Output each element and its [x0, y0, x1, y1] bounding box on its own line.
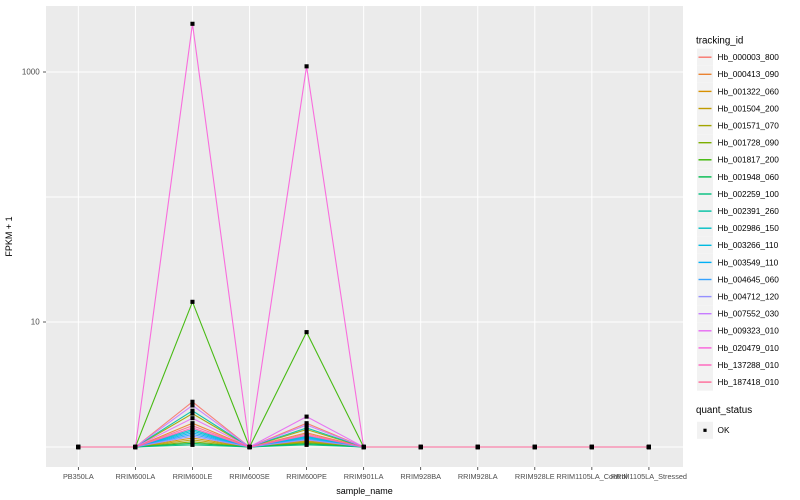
- svg-text:Hb_001817_200: Hb_001817_200: [718, 155, 780, 165]
- svg-text:Hb_187418_010: Hb_187418_010: [718, 377, 780, 387]
- svg-text:Hb_004645_060: Hb_004645_060: [718, 274, 780, 284]
- svg-text:RRIM600LA: RRIM600LA: [116, 472, 156, 481]
- svg-text:Hb_001504_200: Hb_001504_200: [718, 103, 780, 113]
- svg-text:RRIM928LE: RRIM928LE: [515, 472, 555, 481]
- svg-text:Hb_137288_010: Hb_137288_010: [718, 360, 780, 370]
- svg-text:RRIM928LA: RRIM928LA: [458, 472, 498, 481]
- svg-text:Hb_000003_800: Hb_000003_800: [718, 52, 780, 62]
- svg-text:RRIM1105LA_Stressed: RRIM1105LA_Stressed: [611, 472, 687, 481]
- svg-text:Hb_004712_120: Hb_004712_120: [718, 292, 780, 302]
- svg-text:OK: OK: [718, 425, 730, 435]
- svg-text:quant_status: quant_status: [696, 405, 752, 416]
- svg-text:Hb_001571_070: Hb_001571_070: [718, 121, 780, 131]
- svg-text:RRIM600LE: RRIM600LE: [173, 472, 213, 481]
- svg-text:RRIM901LA: RRIM901LA: [344, 472, 384, 481]
- svg-text:Hb_002986_150: Hb_002986_150: [718, 223, 780, 233]
- svg-text:PB350LA: PB350LA: [63, 472, 94, 481]
- svg-text:Hb_000413_090: Hb_000413_090: [718, 69, 780, 79]
- svg-text:Hb_003549_110: Hb_003549_110: [718, 257, 779, 267]
- svg-text:RRIM600PE: RRIM600PE: [286, 472, 327, 481]
- svg-text:RRIM600SE: RRIM600SE: [229, 472, 270, 481]
- svg-text:1000: 1000: [22, 68, 40, 77]
- svg-text:Hb_002259_100: Hb_002259_100: [718, 189, 780, 199]
- svg-text:RRIM928BA: RRIM928BA: [400, 472, 441, 481]
- svg-text:Hb_002391_260: Hb_002391_260: [718, 206, 780, 216]
- svg-text:Hb_001322_060: Hb_001322_060: [718, 86, 780, 96]
- svg-text:FPKM + 1: FPKM + 1: [4, 216, 14, 256]
- svg-text:Hb_001728_090: Hb_001728_090: [718, 138, 780, 148]
- svg-text:tracking_id: tracking_id: [696, 36, 743, 47]
- svg-text:10: 10: [31, 318, 40, 327]
- svg-text:Hb_020479_010: Hb_020479_010: [718, 343, 780, 353]
- svg-text:Hb_007552_030: Hb_007552_030: [718, 309, 780, 319]
- svg-text:sample_name: sample_name: [336, 486, 393, 496]
- svg-text:Hb_001948_060: Hb_001948_060: [718, 172, 780, 182]
- svg-text:Hb_003266_110: Hb_003266_110: [718, 240, 779, 250]
- svg-text:Hb_009323_010: Hb_009323_010: [718, 326, 780, 336]
